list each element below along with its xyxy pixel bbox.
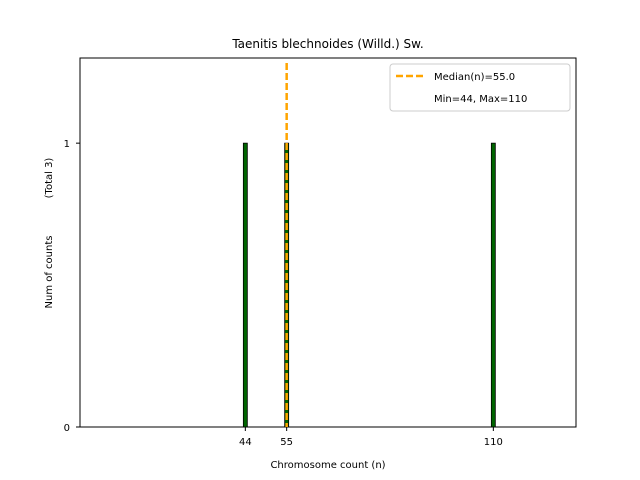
bars-layer — [242, 142, 496, 428]
y-axis-ticks: 01 — [64, 139, 80, 434]
y-tick-label-0: 0 — [64, 423, 70, 434]
legend-minmax-label: Min=44, Max=110 — [434, 94, 527, 105]
x-axis-ticks: 44 55 110 — [239, 427, 503, 448]
legend: Median(n)=55.0 Min=44, Max=110 — [389, 63, 571, 112]
bar-44 — [242, 142, 248, 428]
x-axis-title: Chromosome count (n) — [270, 460, 385, 471]
x-tick-label-55: 55 — [280, 437, 293, 448]
chart-title: Taenitis blechnoides (Willd.) Sw. — [231, 37, 423, 51]
bar-110 — [490, 142, 496, 428]
legend-median-label: Median(n)=55.0 — [434, 72, 515, 83]
y-axis-total-label: (Total 3) — [44, 158, 55, 199]
plot-area-frame — [79, 57, 577, 428]
x-tick-label-110: 110 — [484, 437, 503, 448]
x-tick-label-44: 44 — [239, 437, 252, 448]
y-axis-title: Num of counts — [44, 236, 55, 309]
y-tick-label-1: 1 — [64, 139, 70, 150]
legend-box — [389, 63, 571, 112]
